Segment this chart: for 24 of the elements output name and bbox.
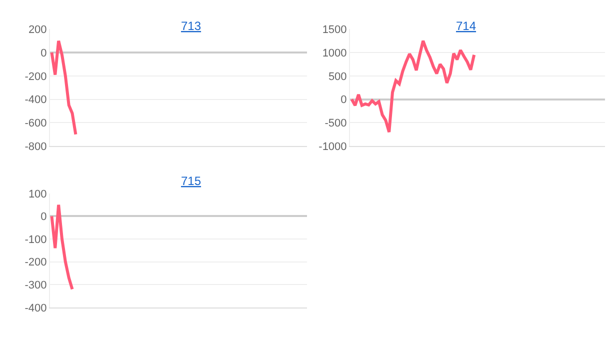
chart-title: 714 bbox=[456, 19, 476, 33]
y-tick-label: -1000 bbox=[318, 140, 347, 153]
y-tick-label: -500 bbox=[324, 118, 347, 130]
y-tick-label: -600 bbox=[24, 118, 47, 130]
y-tick-label: 1500 bbox=[322, 24, 347, 36]
line-series bbox=[350, 39, 476, 134]
chart-title: 713 bbox=[181, 19, 202, 33]
line-series bbox=[50, 39, 78, 136]
chart-title: 715 bbox=[181, 174, 202, 188]
y-tick-label: 0 bbox=[340, 94, 347, 106]
y-tick-label: 1000 bbox=[322, 47, 347, 60]
y-tick-label: -800 bbox=[24, 140, 47, 153]
y-tick-label: 500 bbox=[328, 70, 347, 83]
line-series bbox=[50, 203, 74, 291]
y-tick-label: 100 bbox=[28, 188, 47, 200]
y-tick-label: -400 bbox=[24, 94, 47, 106]
y-tick-label: -200 bbox=[24, 256, 47, 269]
y-tick-label: 200 bbox=[28, 24, 47, 36]
y-tick-label: -200 bbox=[24, 70, 47, 83]
y-tick-label: 0 bbox=[40, 47, 47, 60]
y-tick-label: -300 bbox=[24, 279, 47, 292]
y-tick-label: -400 bbox=[24, 302, 47, 314]
y-tick-label: -100 bbox=[24, 234, 47, 246]
y-tick-label: 0 bbox=[40, 211, 47, 224]
